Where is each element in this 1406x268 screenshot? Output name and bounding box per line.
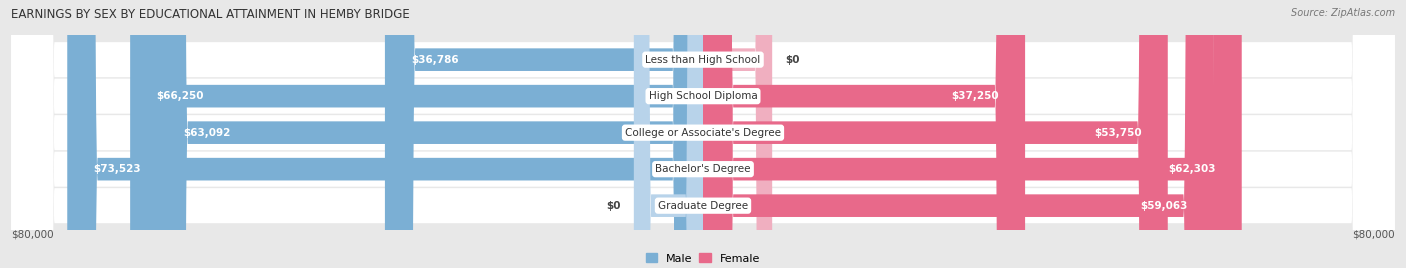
FancyBboxPatch shape (634, 0, 703, 268)
FancyBboxPatch shape (67, 0, 703, 268)
FancyBboxPatch shape (703, 0, 1213, 268)
Text: $59,063: $59,063 (1140, 201, 1188, 211)
Text: EARNINGS BY SEX BY EDUCATIONAL ATTAINMENT IN HEMBY BRIDGE: EARNINGS BY SEX BY EDUCATIONAL ATTAINMEN… (11, 8, 411, 21)
Text: $0: $0 (785, 55, 800, 65)
Text: $66,250: $66,250 (156, 91, 204, 101)
Text: $53,750: $53,750 (1094, 128, 1142, 138)
FancyBboxPatch shape (157, 0, 703, 268)
Text: $80,000: $80,000 (11, 229, 53, 239)
FancyBboxPatch shape (11, 0, 1395, 268)
Text: Less than High School: Less than High School (645, 55, 761, 65)
FancyBboxPatch shape (385, 0, 703, 268)
FancyBboxPatch shape (11, 0, 1395, 268)
Text: Bachelor's Degree: Bachelor's Degree (655, 164, 751, 174)
Text: $36,786: $36,786 (411, 55, 458, 65)
Text: High School Diploma: High School Diploma (648, 91, 758, 101)
FancyBboxPatch shape (11, 0, 1395, 268)
Text: $73,523: $73,523 (93, 164, 141, 174)
Legend: Male, Female: Male, Female (641, 249, 765, 268)
FancyBboxPatch shape (703, 0, 1168, 268)
Text: Source: ZipAtlas.com: Source: ZipAtlas.com (1291, 8, 1395, 18)
Text: $63,092: $63,092 (183, 128, 231, 138)
Text: College or Associate's Degree: College or Associate's Degree (626, 128, 780, 138)
Text: $0: $0 (606, 201, 621, 211)
FancyBboxPatch shape (703, 0, 772, 268)
FancyBboxPatch shape (703, 0, 1025, 268)
FancyBboxPatch shape (131, 0, 703, 268)
Text: $37,250: $37,250 (952, 91, 1000, 101)
FancyBboxPatch shape (11, 0, 1395, 268)
FancyBboxPatch shape (703, 0, 1241, 268)
Text: $80,000: $80,000 (1353, 229, 1395, 239)
Text: $62,303: $62,303 (1168, 164, 1216, 174)
FancyBboxPatch shape (11, 0, 1395, 268)
Text: Graduate Degree: Graduate Degree (658, 201, 748, 211)
